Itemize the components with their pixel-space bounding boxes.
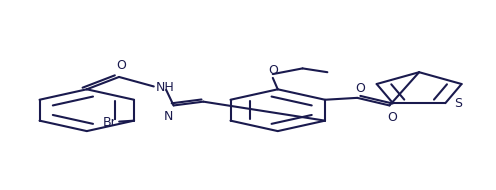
Text: Br: Br [103,116,117,129]
Text: O: O [355,82,365,95]
Text: NH: NH [156,81,175,94]
Text: S: S [454,97,462,110]
Text: O: O [387,111,397,124]
Text: N: N [164,110,173,123]
Text: O: O [268,64,278,77]
Text: O: O [117,59,126,72]
